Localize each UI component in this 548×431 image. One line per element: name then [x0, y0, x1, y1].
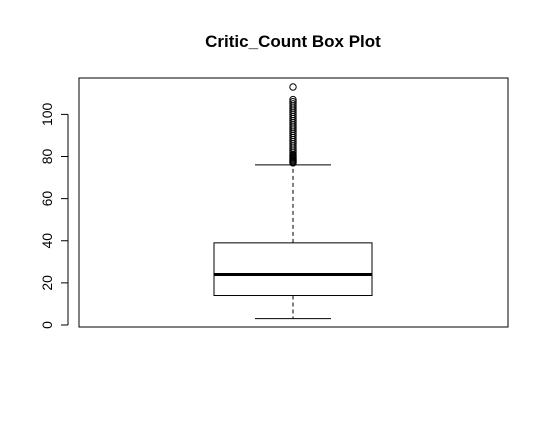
outlier-point: [289, 95, 297, 104]
outlier-points: [289, 83, 297, 167]
y-tick-label: 0: [39, 321, 55, 329]
iqr-box: [213, 242, 373, 297]
outlier-point: [289, 100, 297, 108]
outlier-point: [289, 98, 297, 106]
y-tick-label: 40: [39, 233, 55, 249]
y-tick-label: 60: [39, 191, 55, 207]
y-tick-label: 80: [39, 149, 55, 165]
box-plot-body: [213, 164, 373, 320]
y-axis: 0 20 40 60 80 100: [39, 102, 69, 329]
plot-frame: [78, 77, 509, 328]
outlier-point: [289, 83, 297, 91]
y-tick-label: 100: [39, 102, 55, 126]
chart-title: Critic_Count Box Plot: [205, 32, 381, 51]
y-tick-label: 20: [39, 275, 55, 291]
